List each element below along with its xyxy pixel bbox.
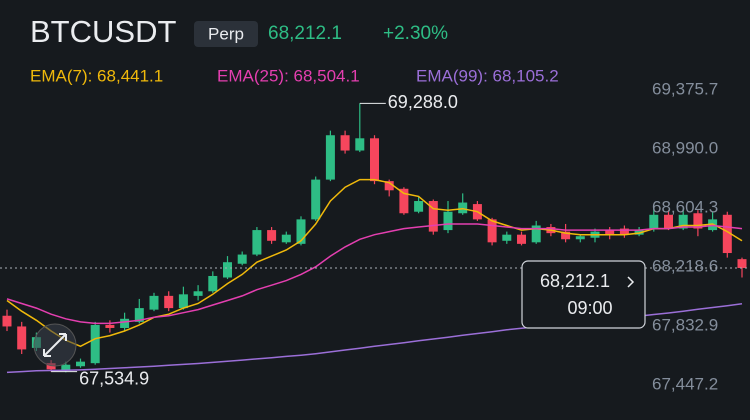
candle-body bbox=[737, 259, 747, 269]
candle-body bbox=[722, 214, 732, 254]
expand-icon bbox=[43, 333, 67, 357]
candle-body bbox=[399, 188, 409, 214]
price: 68,212.1 bbox=[268, 23, 342, 44]
ema-line bbox=[6, 178, 743, 348]
annotation: 67,534.9 bbox=[79, 368, 149, 388]
candle-body bbox=[311, 179, 321, 220]
candle-body bbox=[678, 214, 688, 229]
y-tick-label: 68,604.3 bbox=[652, 197, 718, 216]
candle-body bbox=[134, 308, 144, 322]
annotation: 69,288.0 bbox=[388, 92, 458, 112]
candle-body bbox=[531, 225, 541, 243]
candle-body bbox=[178, 294, 188, 309]
candle-body bbox=[61, 364, 71, 371]
candle-body bbox=[325, 135, 335, 180]
countdown: 09:00 bbox=[567, 298, 612, 318]
candle-body bbox=[76, 361, 85, 367]
legend-entry: EMA(7): 68,441.1 bbox=[30, 66, 163, 85]
candle-body bbox=[619, 228, 629, 235]
candle-body bbox=[46, 363, 56, 370]
candle-body bbox=[517, 234, 526, 244]
candle-body bbox=[384, 181, 394, 191]
candle-body bbox=[693, 213, 703, 229]
candle-body bbox=[223, 262, 232, 278]
chevron bbox=[627, 276, 635, 288]
y-tick-label: 68,990.0 bbox=[652, 138, 718, 157]
candle-body bbox=[149, 295, 159, 310]
y-tick-label: 67,447.2 bbox=[652, 375, 718, 394]
legend-entry: EMA(99): 68,105.2 bbox=[416, 66, 559, 85]
candle-body bbox=[252, 230, 262, 255]
candle-body bbox=[120, 318, 130, 328]
price-box bbox=[521, 260, 646, 329]
candle-body bbox=[193, 291, 203, 296]
candle-body bbox=[105, 324, 115, 328]
candle-body bbox=[208, 275, 218, 292]
candle-body bbox=[90, 324, 100, 364]
candle-body bbox=[237, 254, 247, 264]
candle-body bbox=[502, 234, 512, 241]
candle-body bbox=[487, 219, 497, 243]
y-tick-label: 68,218.6 bbox=[652, 256, 718, 275]
y-tick-label: 67,832.9 bbox=[652, 315, 718, 334]
candle-body bbox=[164, 295, 174, 309]
symbol: BTCUSDT bbox=[30, 14, 176, 49]
candle-body bbox=[414, 201, 424, 212]
candle-body bbox=[443, 211, 453, 231]
candle-body bbox=[267, 230, 277, 241]
legend-entry: EMA(25): 68,504.1 bbox=[217, 66, 360, 85]
candle-body bbox=[561, 231, 571, 240]
candle-body bbox=[649, 214, 659, 229]
ema-line bbox=[6, 223, 743, 325]
badge-bg bbox=[194, 21, 258, 47]
candle-body bbox=[340, 135, 350, 151]
expand-button[interactable] bbox=[33, 323, 77, 367]
y-tick-label: 69,375.7 bbox=[652, 79, 718, 98]
candle-body bbox=[428, 201, 438, 232]
candle-body bbox=[296, 219, 306, 244]
candle-body bbox=[2, 315, 12, 327]
candle-body bbox=[605, 230, 615, 235]
candle-body bbox=[17, 326, 27, 350]
price-label: 68,212.1 bbox=[540, 271, 610, 291]
candle-body bbox=[281, 234, 291, 243]
candle-body bbox=[370, 138, 379, 182]
candle-body bbox=[355, 138, 365, 151]
badge: Perp bbox=[208, 24, 244, 43]
candle-body bbox=[575, 236, 585, 240]
change: +2.30% bbox=[383, 23, 448, 44]
candle-body bbox=[664, 214, 673, 229]
candle-body bbox=[458, 202, 468, 214]
